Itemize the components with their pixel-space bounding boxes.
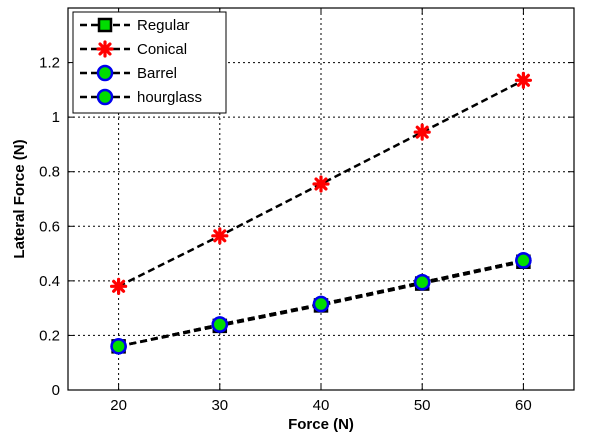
star-stroke — [516, 73, 530, 87]
legend-marker-conical — [96, 40, 114, 58]
x-tick-label: 60 — [515, 397, 532, 414]
data-point-conical — [211, 227, 229, 245]
y-tick-label: 1.2 — [39, 55, 60, 72]
data-point-hourglass — [515, 252, 532, 269]
star-stroke — [415, 125, 429, 139]
tick-labels: 20 30 40 50 60 0 0.2 0.4 0.6 0.8 1 1.2 — [39, 55, 532, 414]
x-axis-label: Force (N) — [288, 416, 354, 433]
y-tick-label: 0.4 — [39, 273, 60, 290]
star-stroke — [112, 279, 126, 293]
ticks — [68, 8, 574, 391]
y-axis-label: Lateral Force (N) — [11, 139, 28, 258]
y-tick-label: 1 — [52, 109, 60, 126]
star-stroke — [314, 177, 328, 191]
data-point-hourglass — [312, 295, 330, 313]
legend-label-regular: Regular — [137, 17, 190, 34]
data-point-conical — [109, 277, 128, 295]
legend-marker-hourglass — [96, 88, 114, 106]
legend: Regular Conical Barrel hourglass — [72, 11, 227, 114]
x-tick-label: 50 — [414, 397, 431, 414]
y-tick-label: 0.2 — [39, 327, 60, 344]
x-tick-label: 40 — [313, 397, 330, 414]
legend-label-conical: Conical — [137, 41, 187, 58]
data-point-hourglass — [110, 338, 127, 355]
series-line-hourglass — [118, 259, 524, 348]
data-point-conical — [413, 123, 431, 141]
data-point-conical — [514, 71, 533, 89]
legend-label-barrel: Barrel — [137, 65, 177, 82]
data-point-conical — [312, 175, 330, 193]
x-tick-label: 20 — [110, 397, 127, 414]
series-layer — [109, 71, 533, 355]
legend-marker-barrel — [96, 64, 114, 82]
y-tick-label: 0.8 — [39, 164, 60, 181]
legend-label-hourglass: hourglass — [137, 89, 202, 106]
x-tick-label: 30 — [211, 397, 228, 414]
star-stroke — [213, 229, 227, 243]
grid — [68, 8, 574, 391]
legend-marker-regular — [97, 17, 113, 33]
data-point-hourglass — [413, 273, 431, 291]
y-tick-label: 0 — [52, 382, 60, 399]
y-tick-label: 0.6 — [39, 218, 60, 235]
star-stroke — [98, 42, 112, 56]
data-point-hourglass — [211, 316, 229, 333]
